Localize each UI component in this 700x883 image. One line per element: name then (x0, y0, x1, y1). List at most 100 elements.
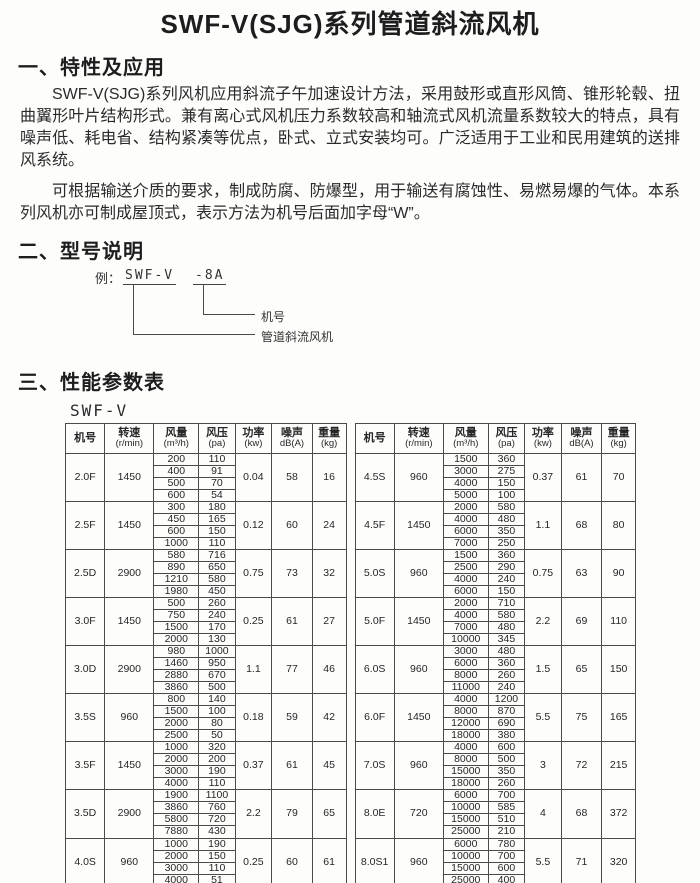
noise-cell: 72 (560, 741, 603, 791)
noise-cell: 77 (271, 645, 313, 695)
table-row: 10000 345 (355, 633, 636, 647)
flow-cell: 5000 (442, 489, 489, 503)
pressure-cell: 240 (487, 573, 526, 587)
callout-line (203, 314, 255, 315)
noise-cell: 68 (560, 789, 603, 839)
table-row: 3.0F 1450 500 260 0.25 61 27 (64, 597, 347, 647)
features-heading: 一、特性及应用 (18, 57, 165, 79)
table-row: 4.5F 1450 2000 580 1.1 68 80 (354, 501, 636, 551)
pressure-cell: 54 (198, 489, 236, 503)
model-heading: 二、型号说明 (18, 241, 144, 263)
pressure-cell: 716 (198, 549, 236, 563)
flow-cell: 6000 (442, 837, 489, 851)
pressure-cell: 130 (198, 633, 236, 647)
section-features: 一、特性及应用 SWF-V(SJG)系列风机应用斜流子午加速设计方法，采用鼓形或… (0, 51, 700, 225)
model-cell: 3.5S (64, 693, 106, 743)
noise-cell: 61 (271, 741, 313, 791)
example-label: 例： (95, 271, 122, 286)
model-cell: 6.0S (354, 645, 395, 695)
pressure-cell: 380 (487, 729, 526, 743)
table-row: 25000 210 (355, 825, 636, 839)
performance-tables: 机号 转速 (r/min) 风量 (m³/h) 风压 (pa) 功率 (kw) 噪声 dB(A) 重量… (64, 423, 636, 883)
pressure-cell: 150 (487, 477, 526, 491)
pressure-cell: 780 (487, 837, 526, 851)
flow-cell: 2000 (153, 633, 200, 647)
flow-cell: 7880 (153, 825, 200, 839)
speed-cell: 2900 (104, 645, 155, 695)
flow-cell: 8000 (442, 705, 489, 719)
flow-cell: 18000 (442, 777, 489, 791)
flow-cell: 12000 (442, 717, 489, 731)
flow-cell: 4000 (153, 777, 200, 791)
power-cell: 0.37 (524, 452, 562, 503)
pressure-cell: 150 (198, 849, 236, 863)
column-header: 重量 (kg) (601, 423, 636, 454)
table-row: 750 240 (66, 609, 347, 623)
model-cell: 4.5S (354, 452, 395, 503)
pressure-cell: 260 (487, 669, 526, 683)
callout-line (133, 334, 255, 335)
flow-cell: 2000 (153, 717, 200, 731)
power-cell: 0.18 (234, 693, 273, 743)
table-row: 4000 240 (355, 573, 636, 587)
table-row: 8.0S1 960 6000 780 5.5 71 320 (354, 837, 636, 883)
flow-cell: 25000 (442, 873, 489, 883)
callout-line (203, 284, 204, 314)
pressure-cell: 1100 (198, 789, 236, 803)
flow-cell: 1500 (442, 549, 489, 563)
flow-cell: 15000 (442, 813, 489, 827)
table-row: 6.0F 1450 4000 1200 5.5 75 165 (354, 693, 636, 743)
noise-cell: 73 (271, 549, 313, 599)
table-row: 3000 110 (66, 861, 347, 875)
model-cell: 3.5D (64, 789, 106, 839)
table-row: 1460 950 (66, 657, 347, 671)
table-row: 7.0S 960 4000 600 3 72 215 (354, 741, 636, 791)
power-cell: 5.5 (524, 693, 562, 743)
flow-cell: 8000 (442, 753, 489, 767)
table-row: 2500 50 (66, 729, 347, 743)
noise-cell: 60 (271, 501, 313, 551)
callout-series-label: 管道斜流风机 (261, 330, 334, 344)
pressure-cell: 110 (198, 861, 236, 875)
table-row: 4000 480 (355, 513, 636, 527)
speed-cell: 1450 (393, 501, 444, 551)
pressure-cell: 110 (198, 537, 236, 551)
noise-cell: 68 (560, 501, 603, 551)
pressure-cell: 150 (198, 525, 236, 539)
table-row: 4000 110 (66, 777, 347, 791)
flow-cell: 6000 (442, 525, 489, 539)
column-header: 风量 (m³/h) (442, 423, 489, 454)
flow-cell: 600 (153, 525, 200, 539)
flow-cell: 1000 (153, 741, 200, 755)
model-cell: 5.0F (354, 597, 395, 647)
flow-cell: 6000 (442, 585, 489, 599)
pressure-cell: 430 (198, 825, 236, 839)
weight-cell: 27 (311, 597, 347, 647)
pressure-cell: 360 (487, 452, 526, 467)
flow-cell: 1000 (153, 537, 200, 551)
column-header: 噪声 dB(A) (560, 423, 603, 454)
callout-line (133, 284, 134, 334)
speed-cell: 1450 (393, 597, 444, 647)
noise-cell: 59 (271, 693, 313, 743)
flow-cell: 500 (153, 477, 200, 491)
noise-cell: 60 (271, 837, 313, 883)
pressure-cell: 275 (487, 465, 526, 479)
table-row: 7880 430 (66, 825, 347, 839)
performance-table-left: 机号 转速 (r/min) 风量 (m³/h) 风压 (pa) 功率 (kw) 噪声 dB(A) 重量… (64, 423, 347, 883)
flow-cell: 3000 (153, 861, 200, 875)
power-cell: 1.1 (524, 501, 562, 551)
table-row: 6000 350 (355, 525, 636, 539)
power-cell: 0.12 (234, 501, 273, 551)
table-row: 8000 500 (355, 753, 636, 767)
table-row: 11000 240 (355, 681, 636, 695)
power-cell: 0.25 (234, 837, 273, 883)
pressure-cell: 700 (487, 789, 526, 803)
flow-cell: 15000 (442, 765, 489, 779)
pressure-cell: 210 (487, 825, 526, 839)
power-cell: 4 (524, 789, 562, 839)
pressure-cell: 480 (487, 645, 526, 659)
pressure-cell: 510 (487, 813, 526, 827)
table-series-label: SWF-V (70, 401, 129, 420)
noise-cell: 75 (560, 693, 603, 743)
